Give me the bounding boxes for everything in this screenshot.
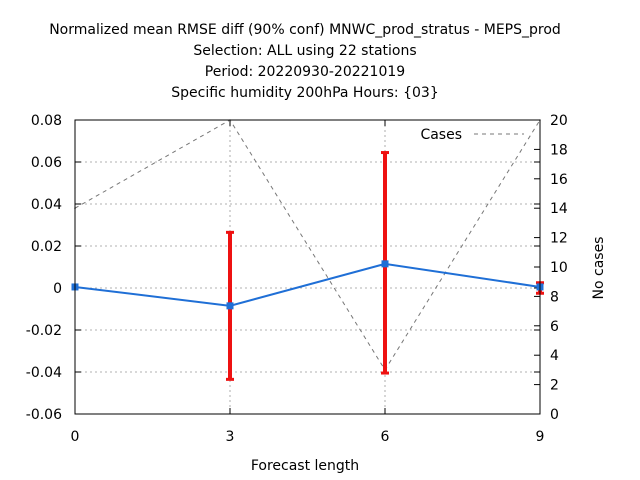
- x-tick-label-0: 0: [71, 429, 80, 445]
- x-tick-label-3: 9: [536, 429, 545, 445]
- chart-title: Normalized mean RMSE diff (90% conf) MNW…: [49, 22, 561, 101]
- y2-tick-label-2: 4: [550, 348, 559, 364]
- x-tick-label-2: 6: [381, 429, 390, 445]
- x-tick-label-1: 3: [226, 429, 235, 445]
- y2-tick-label-3: 6: [550, 319, 559, 335]
- y2-tick-label-0: 0: [550, 407, 559, 423]
- y2-tick-label-8: 16: [550, 172, 568, 188]
- cases-series: [74, 119, 541, 371]
- y-tick-label-1: -0.04: [26, 365, 62, 381]
- rmse-diff-line: [74, 262, 541, 307]
- rmse-diff-series: [71, 260, 544, 310]
- legend-label-cases: Cases: [420, 127, 462, 143]
- y2-tick-label-4: 8: [550, 289, 559, 305]
- rmse-diff-point-2: [381, 260, 389, 268]
- y-tick-label-5: 0.04: [31, 197, 62, 213]
- y-tick-label-4: 0.02: [31, 239, 62, 255]
- plot-frame: [74, 119, 541, 415]
- y2-tick-label-6: 12: [550, 231, 568, 247]
- y-tick-label-6: 0.06: [31, 155, 62, 171]
- y-tick-label-7: 0.08: [31, 113, 62, 129]
- axes-ticks: -0.06 -0.04 -0.02 0 0.02 0.04 0.06 0.08 0 2 4 6 8 10 1…: [26, 113, 568, 445]
- title-line-4: Specific humidity 200hPa Hours: {03}: [171, 85, 438, 101]
- legend: Cases: [420, 127, 524, 143]
- title-line-1: Normalized mean RMSE diff (90% conf) MNW…: [49, 22, 561, 38]
- y2-axis-label: No cases: [591, 237, 607, 300]
- y2-tick-label-10: 20: [550, 113, 568, 129]
- cases-line: [74, 119, 541, 371]
- y-tick-label-2: -0.02: [26, 323, 62, 339]
- y-tick-label-3: 0: [53, 281, 62, 297]
- rmse-diff-point-1: [226, 302, 234, 310]
- y2-tick-label-7: 14: [550, 201, 568, 217]
- y-tick-label-0: -0.06: [26, 407, 62, 423]
- y2-tick-label-5: 10: [550, 260, 568, 276]
- title-line-3: Period: 20220930-20221019: [205, 64, 405, 80]
- y2-tick-label-1: 2: [550, 378, 559, 394]
- x-axis-label: Forecast length: [251, 458, 359, 474]
- y2-tick-label-9: 18: [550, 142, 568, 158]
- grid: [74, 119, 541, 415]
- title-line-2: Selection: ALL using 22 stations: [193, 43, 416, 59]
